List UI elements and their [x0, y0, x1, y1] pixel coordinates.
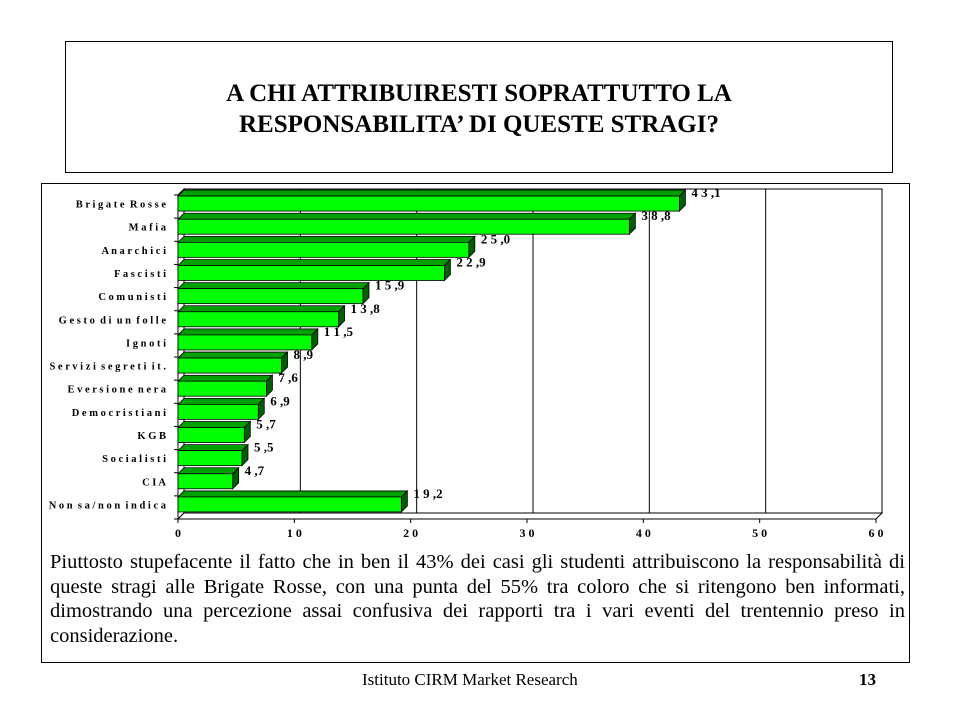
x-tick-label: 5 0 — [752, 526, 767, 540]
commentary-text: Piuttosto stupefacente il fatto che in b… — [50, 551, 905, 647]
bar — [177, 496, 402, 513]
data-label: 1 1 ,5 — [324, 324, 354, 339]
data-label: 6 ,9 — [270, 393, 290, 408]
category-label: E v e r s i o n e n e r a — [68, 385, 167, 396]
category-label: G e s t o d i u n f o l l e — [59, 315, 167, 326]
bar-top-face — [177, 189, 687, 197]
bar — [177, 241, 470, 258]
category-label: M a f i a — [129, 223, 167, 234]
category-label: I g n o t i — [126, 338, 166, 349]
data-label: 3 8 ,8 — [641, 208, 671, 223]
bar-top-face — [177, 305, 346, 313]
category-label: N o n s a / n o n i n d i c a — [49, 500, 167, 511]
bar-top-face — [177, 444, 249, 452]
x-tick-label: 4 0 — [636, 526, 651, 540]
bar-top-face — [177, 235, 476, 243]
slide-title: A CHI ATTRIBUIRESTI SOPRATTUTTO LA RESPO… — [226, 80, 732, 138]
category-label: S e r v i z i s e g r e t i i t . — [49, 362, 166, 373]
bar-top-face — [177, 328, 319, 336]
bar-top-face — [177, 212, 637, 220]
data-label: 2 5 ,0 — [481, 231, 510, 246]
bar — [177, 380, 267, 397]
bar — [177, 288, 364, 305]
bar — [177, 403, 259, 420]
bar-top-face — [177, 374, 274, 382]
category-label: F a s c i s t i — [114, 269, 166, 280]
category-label: B r i g a t e R o s s e — [76, 200, 167, 211]
category-label: D e m o c r i s t i a n i — [72, 408, 166, 419]
bar — [177, 473, 234, 490]
x-tick-label: 6 0 — [869, 526, 884, 540]
bar — [177, 265, 445, 281]
x-tick-label: 1 0 — [287, 526, 302, 540]
page-number: 13 — [859, 670, 876, 689]
bar — [177, 218, 630, 235]
bar — [177, 450, 243, 467]
x-tick-label: 2 0 — [403, 526, 418, 540]
bar-chart: 0 1 0 2 0 3 0 4 0 5 0 6 0 B r i g a t e R o s s… — [49, 185, 884, 540]
bar-top-face — [177, 467, 240, 475]
category-label: K G B — [137, 431, 166, 442]
bar-top-face — [177, 397, 266, 405]
category-label: S o c i a l i s t i — [102, 454, 166, 465]
x-tick-label: 0 — [175, 526, 181, 540]
bar — [177, 427, 245, 443]
title-box: A CHI ATTRIBUIRESTI SOPRATTUTTO LA RESPO… — [65, 41, 893, 173]
data-label: 1 3 ,8 — [351, 301, 381, 316]
data-label: 5 ,7 — [256, 417, 276, 432]
category-label: A n a r c h i c i — [101, 246, 166, 257]
bar-top-face — [177, 421, 252, 428]
data-label: 7 ,6 — [278, 370, 298, 385]
data-label: 4 ,7 — [245, 463, 265, 478]
data-label: 5 ,5 — [254, 440, 274, 455]
chart-floor — [176, 512, 884, 520]
bar — [177, 311, 339, 328]
data-label: 1 5 ,9 — [375, 278, 405, 293]
bar-top-face — [177, 490, 409, 498]
chart-box: 0 1 0 2 0 3 0 4 0 5 0 6 0 B r i g a t e R o s s… — [41, 183, 910, 663]
bar-top-face — [177, 282, 370, 290]
data-label: 4 3 ,1 — [691, 185, 720, 200]
bar-top-face — [177, 351, 289, 359]
data-label: 8 ,9 — [294, 347, 314, 362]
bar — [177, 357, 282, 374]
category-label: C o m u n i s t i — [98, 292, 166, 303]
bar — [177, 195, 680, 212]
category-label: C I A — [142, 477, 166, 488]
data-label: 2 2 ,9 — [456, 255, 486, 270]
x-tick-label: 3 0 — [520, 526, 535, 540]
bar-top-face — [177, 259, 452, 266]
footer-organization: Istituto CIRM Market Research — [362, 670, 578, 689]
bar — [177, 334, 313, 351]
data-label: 1 9 ,2 — [413, 486, 442, 501]
